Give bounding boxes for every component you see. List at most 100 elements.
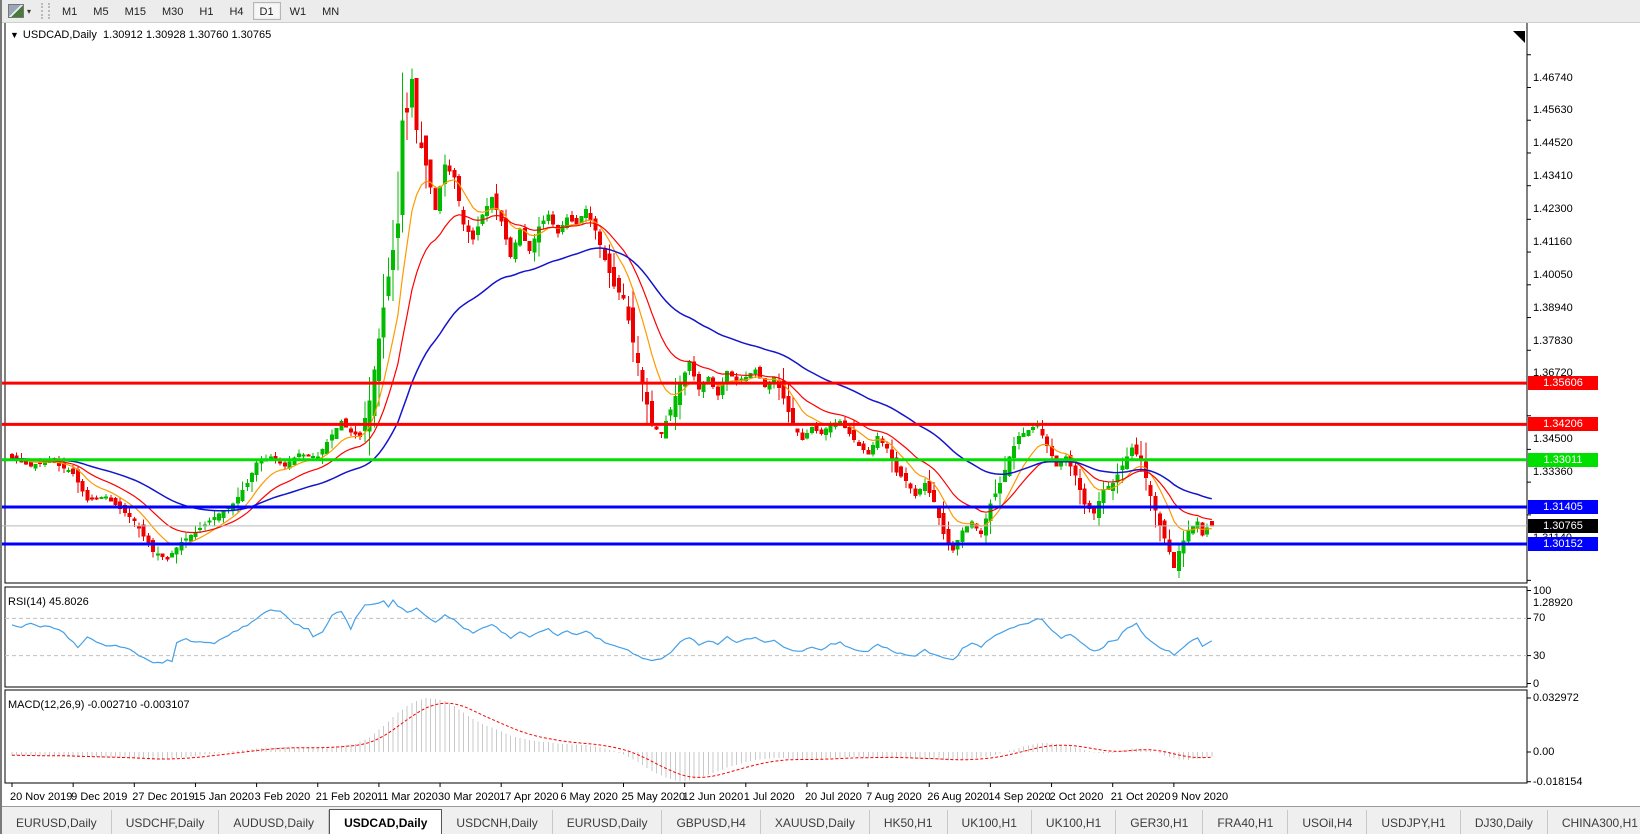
- candle-body: [442, 164, 447, 185]
- chart-tab-USOil-H4[interactable]: USOil,H4: [1288, 810, 1368, 834]
- candles[interactable]: [10, 68, 1214, 578]
- candle-body: [565, 217, 570, 229]
- candle-body: [174, 547, 179, 555]
- macd-panel-frame: [4, 689, 1528, 784]
- timeframe-button-M5[interactable]: M5: [86, 2, 115, 20]
- candle-body: [875, 435, 880, 449]
- candle-body: [160, 553, 165, 557]
- timeframe-button-D1[interactable]: D1: [252, 2, 281, 20]
- chart-tool-button[interactable]: ▾: [2, 2, 37, 20]
- candle-body: [66, 470, 71, 473]
- candle-body: [1125, 456, 1130, 470]
- collapse-triangle-icon[interactable]: ▼: [10, 30, 19, 40]
- price-axis-label: 1.44520: [1533, 137, 1573, 150]
- chart-tab-AUDUSD-Daily[interactable]: AUDUSD,Daily: [219, 810, 330, 834]
- candle-body: [1195, 521, 1200, 529]
- chart-tab-GER30-H1[interactable]: GER30,H1: [1116, 810, 1204, 834]
- timeframe-button-H4[interactable]: H4: [222, 2, 250, 20]
- timeframe-button-M30[interactable]: M30: [155, 2, 190, 20]
- candle-body: [245, 483, 250, 487]
- chart-tab-EURUSD-Daily[interactable]: EURUSD,Daily: [2, 810, 112, 834]
- timeframe-button-MN[interactable]: MN: [315, 2, 346, 20]
- candle-body: [127, 513, 132, 518]
- candle-body: [899, 466, 904, 477]
- level-price-badge: 1.31405: [1528, 500, 1598, 515]
- candle-body: [320, 449, 325, 455]
- price-axis-label: 1.28920: [1533, 597, 1573, 610]
- candle-body: [99, 497, 104, 500]
- candle-body: [715, 386, 720, 396]
- candle-body: [504, 218, 509, 240]
- date-axis-label: 6 May 2020: [560, 791, 618, 803]
- candle-body: [329, 434, 334, 441]
- date-axis-label: 21 Oct 2020: [1110, 791, 1171, 803]
- chart-tab-CHINA300-H1[interactable]: CHINA300,H1: [1548, 810, 1640, 834]
- candle-body: [438, 186, 443, 212]
- candle-body: [315, 456, 320, 459]
- price-chart-canvas[interactable]: [2, 23, 1640, 806]
- candle-body: [527, 241, 532, 252]
- candle-body: [395, 223, 400, 238]
- chart-tab-EURUSD-Daily[interactable]: EURUSD,Daily: [553, 810, 663, 834]
- date-axis-label: 3 Feb 2020: [254, 791, 311, 803]
- candle-body: [541, 220, 546, 225]
- macd-signal-line: [12, 702, 1212, 778]
- chart-tab-DJ30-Daily[interactable]: DJ30,Daily: [1461, 810, 1548, 834]
- chart-tab-USDCHF-Daily[interactable]: USDCHF,Daily: [112, 810, 220, 834]
- chart-tab-UK100-H1[interactable]: UK100,H1: [948, 810, 1032, 834]
- candle-body: [141, 524, 146, 537]
- candle-body: [673, 396, 678, 417]
- candle-body: [461, 209, 466, 225]
- candle-body: [823, 428, 828, 436]
- timeframe-button-M15[interactable]: M15: [118, 2, 153, 20]
- candle-body: [678, 382, 683, 406]
- candle-body: [282, 462, 287, 467]
- candle-body: [198, 528, 203, 531]
- candle-body: [428, 159, 433, 188]
- candle-body: [588, 212, 593, 221]
- level-price-badge: 1.33011: [1528, 452, 1598, 467]
- candle-body: [311, 455, 316, 458]
- candle-body: [306, 454, 311, 457]
- chart-tab-USDJPY-H1[interactable]: USDJPY,H1: [1367, 810, 1461, 834]
- timeframe-button-M1[interactable]: M1: [55, 2, 84, 20]
- candle-body: [1092, 507, 1097, 514]
- chart-tab-FRA40-H1[interactable]: FRA40,H1: [1203, 810, 1289, 834]
- chart-tab-HK50-H1[interactable]: HK50,H1: [870, 810, 948, 834]
- date-axis-label: 14 Sep 2020: [988, 791, 1051, 803]
- chart-tab-USDCAD-Daily[interactable]: USDCAD,Daily: [329, 809, 443, 834]
- chart-tab-UK100-H1[interactable]: UK100,H1: [1032, 810, 1117, 834]
- price-axis-label: 1.42300: [1533, 202, 1573, 215]
- date-axis-label: 21 Feb 2020: [315, 791, 378, 803]
- candle-body: [569, 214, 574, 222]
- date-axis-label: 12 Jun 2020: [682, 791, 744, 803]
- timeframe-button-W1[interactable]: W1: [283, 2, 314, 20]
- candle-body: [885, 444, 890, 449]
- candle-body: [1002, 469, 1007, 482]
- candle-body: [1040, 429, 1045, 436]
- candle-body: [1030, 427, 1035, 431]
- candle-body: [908, 483, 913, 489]
- timeframe-button-H1[interactable]: H1: [192, 2, 220, 20]
- price-axis-label: 1.33360: [1533, 466, 1573, 479]
- toolbar-grip[interactable]: [41, 3, 51, 19]
- candle-body: [998, 483, 1003, 494]
- fast-ma-line: [11, 179, 1212, 546]
- candle-body: [861, 443, 866, 451]
- candle-body: [649, 400, 654, 426]
- candle-body: [532, 238, 537, 253]
- candle-body: [508, 237, 513, 257]
- chart-area[interactable]: ▼ USDCAD,Daily 1.30912 1.30928 1.30760 1.…: [2, 23, 1640, 806]
- rsi-axis-label: 30: [1533, 649, 1546, 662]
- candle-body: [1101, 489, 1106, 504]
- candle-body: [1153, 495, 1158, 511]
- price-axis-label: 1.45630: [1533, 104, 1573, 117]
- chart-tab-USDCNH-Daily[interactable]: USDCNH,Daily: [442, 810, 553, 834]
- rsi-label: RSI(14) 45.8026: [8, 596, 89, 608]
- rsi-axis-label: 0: [1533, 677, 1540, 690]
- chart-tab-GBPUSD-H4[interactable]: GBPUSD,H4: [662, 810, 761, 834]
- chart-tab-XAUUSD-Daily[interactable]: XAUUSD,Daily: [761, 810, 870, 834]
- candle-body: [800, 432, 805, 440]
- candle-body: [433, 188, 438, 210]
